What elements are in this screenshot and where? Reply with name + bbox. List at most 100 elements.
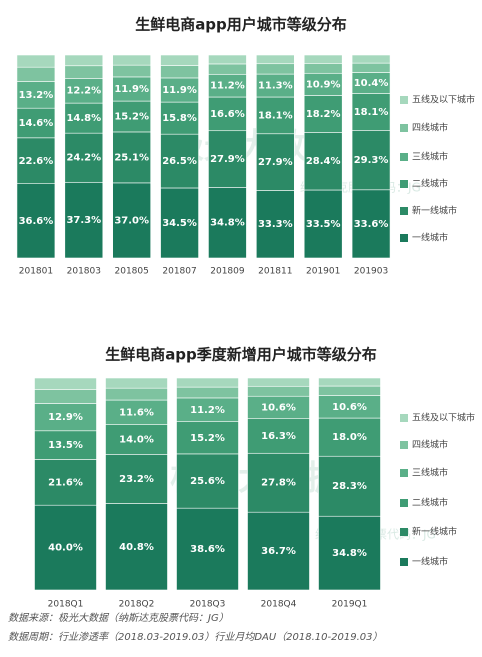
- value-label: 16.3%: [261, 431, 296, 442]
- bar-segment: [351, 62, 391, 73]
- legend-label: 新一线城市: [412, 205, 457, 217]
- bar-segment: [160, 187, 199, 259]
- bar-segment: [256, 190, 295, 259]
- chart-title: 生鲜电商app用户城市等级分布: [135, 16, 347, 34]
- chart-title: 生鲜电商app季度新增用户城市等级分布: [105, 346, 377, 364]
- legend-label: 三线城市: [412, 467, 448, 479]
- bar-segment: [176, 386, 239, 399]
- value-label: 24.2%: [66, 153, 101, 164]
- bar-segment: [112, 182, 151, 259]
- bar-segment: [112, 131, 151, 184]
- bar-segment: [34, 504, 97, 591]
- bar-segment: [176, 507, 239, 591]
- value-label: 27.9%: [258, 157, 293, 168]
- x-tick-label: 201805: [115, 267, 149, 277]
- value-label: 27.8%: [261, 478, 296, 489]
- bar-segment: [64, 65, 104, 79]
- bar-segment: [160, 65, 199, 79]
- bar-segment: [64, 78, 104, 104]
- value-label: 12.9%: [48, 412, 83, 423]
- value-label: 13.5%: [48, 440, 83, 451]
- bar-segment: [105, 503, 168, 591]
- bar-segment: [105, 399, 168, 425]
- value-label: 23.2%: [119, 474, 154, 485]
- value-label: 18.2%: [306, 109, 341, 120]
- bar-segment: [247, 385, 310, 397]
- bar-segment: [318, 455, 381, 517]
- bar-segment: [160, 54, 199, 66]
- legend-swatch: [400, 441, 408, 449]
- legend-swatch: [400, 124, 408, 132]
- value-label: 10.6%: [332, 402, 367, 413]
- value-label: 37.3%: [66, 215, 101, 226]
- bar-segment: [160, 101, 199, 135]
- value-label: 34.8%: [332, 548, 367, 559]
- bar-segment: [247, 452, 310, 513]
- bar-segment: [112, 100, 151, 133]
- bar-segment: [351, 93, 391, 131]
- bar-segment: [34, 389, 97, 404]
- value-label: 28.4%: [306, 156, 341, 167]
- value-label: 22.6%: [19, 156, 54, 167]
- value-label: 26.5%: [162, 156, 197, 167]
- bar-segment: [256, 54, 295, 65]
- bar-segment: [256, 133, 295, 191]
- x-tick-label: 201901: [306, 267, 340, 277]
- value-label: 10.6%: [261, 402, 296, 413]
- legend-label: 五线及以下城市: [412, 412, 475, 424]
- bar-segment: [303, 132, 343, 191]
- value-label: 18.1%: [354, 107, 389, 118]
- footer-source: 数据来源：极光大数据（纳斯达克股票代码：JG）: [8, 612, 229, 624]
- footer-period: 数据周期：行业渗透率（2018.03-2019.03）行业月均DAU（2018.…: [8, 631, 383, 643]
- x-tick-label: 2018Q4: [261, 600, 297, 610]
- legend-label: 新一线城市: [412, 526, 457, 538]
- value-label: 11.2%: [210, 81, 245, 92]
- bar-segment: [64, 54, 104, 67]
- bar-segment: [303, 63, 343, 74]
- bar-segment: [256, 63, 295, 75]
- value-label: 25.6%: [190, 476, 225, 487]
- value-label: 33.5%: [306, 219, 341, 230]
- bar-segment: [318, 417, 381, 457]
- legend-swatch: [400, 96, 408, 104]
- bar-segment: [247, 377, 310, 387]
- legend-label: 二线城市: [412, 178, 448, 190]
- bar-segment: [105, 454, 168, 504]
- value-label: 18.0%: [332, 432, 367, 443]
- value-label: 15.2%: [190, 433, 225, 444]
- value-label: 13.2%: [19, 90, 54, 101]
- value-label: 16.6%: [210, 109, 245, 120]
- bar-segment: [247, 418, 310, 454]
- bar-segment: [303, 54, 343, 64]
- value-label: 29.3%: [354, 155, 389, 166]
- bar-segment: [208, 63, 247, 75]
- value-label: 18.1%: [258, 110, 293, 121]
- bar-segment: [318, 385, 381, 396]
- value-label: 10.9%: [306, 79, 341, 90]
- x-tick-label: 201803: [67, 267, 101, 277]
- bar-segment: [318, 377, 381, 387]
- bar-segment: [16, 66, 56, 82]
- value-label: 14.6%: [19, 118, 54, 129]
- bar-segment: [16, 54, 56, 68]
- x-tick-label: 201809: [210, 267, 245, 277]
- legend-swatch: [400, 469, 408, 477]
- bar-segment: [112, 76, 151, 102]
- value-label: 11.9%: [162, 85, 197, 96]
- legend-swatch: [400, 499, 408, 507]
- legend-swatch: [400, 180, 408, 188]
- value-label: 15.2%: [114, 112, 149, 123]
- bar-segment: [176, 377, 239, 388]
- bar-segment: [34, 377, 97, 390]
- bar-segment: [176, 453, 239, 509]
- bar-segment: [34, 459, 97, 506]
- bar-segment: [208, 130, 247, 188]
- value-label: 33.3%: [258, 219, 293, 230]
- bar-segment: [64, 132, 104, 183]
- bar-segment: [208, 96, 247, 132]
- bar-segment: [105, 387, 168, 401]
- value-label: 34.8%: [210, 218, 245, 229]
- x-tick-label: 2019Q1: [332, 600, 368, 610]
- legend-label: 二线城市: [412, 497, 448, 509]
- legend-swatch: [400, 153, 408, 161]
